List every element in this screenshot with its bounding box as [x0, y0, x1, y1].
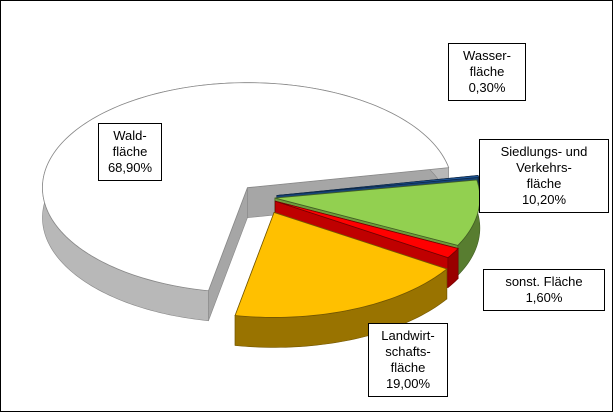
category-label: Siedlungs- und Verkehrs- fläche	[500, 144, 588, 191]
slice	[234, 211, 448, 318]
data-label: Landwirt- schafts- fläche 19,00%	[368, 323, 448, 397]
category-label: Landwirt- schafts- fläche	[381, 328, 435, 375]
data-label: Siedlungs- und Verkehrs- fläche 10,20%	[479, 139, 609, 213]
value-label: 1,60%	[525, 290, 563, 305]
category-label: Wasser- fläche	[463, 48, 511, 79]
data-label: Wasser- fläche 0,30%	[448, 43, 526, 101]
data-label: Wald- fläche 68,90%	[98, 123, 162, 181]
category-label: Wald- fläche	[112, 128, 148, 159]
value-label: 0,30%	[468, 80, 506, 95]
value-label: 10,20%	[521, 192, 567, 207]
value-label: 19,00%	[385, 376, 431, 391]
value-label: 68,90%	[107, 160, 153, 175]
slice	[276, 175, 480, 196]
data-label: sonst. Fläche 1,60%	[483, 269, 605, 311]
slice	[275, 200, 459, 259]
category-label: sonst. Fläche	[505, 274, 583, 289]
